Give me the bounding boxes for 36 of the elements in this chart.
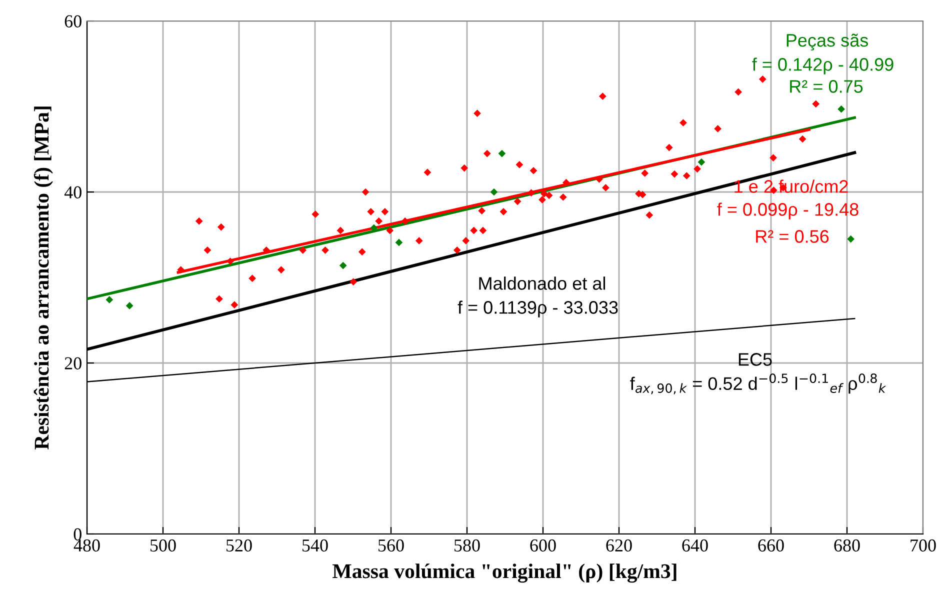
y-tick-label: 0 [74,528,82,540]
annotation: f = 0.099ρ - 19.48 [717,202,858,220]
x-axis-title: Massa volúmica "original" (ρ) [kg/m3] [332,564,676,583]
text: Peças sãs [786,34,868,50]
x-tick-label: 700 [910,539,936,552]
annotation: f = 0.142ρ - 40.99 [752,58,894,74]
x-tick-label: 560 [378,539,404,552]
x-tick-label: 620 [606,539,632,552]
point [847,235,854,243]
series-label: Maldonado et al [479,276,606,290]
x-tick-label: 520 [226,539,252,552]
x-tick-label: 680 [834,539,860,552]
point [395,238,403,246]
annotation: R² = 0.75 [790,80,863,93]
x-tick-label: 660 [758,539,784,552]
point [490,188,498,196]
point [838,105,845,113]
y-tick-label: 40 [64,186,82,198]
x-tick-label: 480 [74,539,100,552]
point [339,262,347,270]
text: f$_{ax,90,k}$ = 0.52 d$^{−0.5}$ l$^{−0.1}$$_{ef}$ ρ$^{0.8}$$_{k}$ [630,374,886,394]
annotation: f = 0.1139ρ - 33.033 [458,300,618,318]
point [126,302,134,310]
y-tick-label: 20 [64,357,82,370]
point [498,150,506,158]
x-tick-label: 600 [530,539,556,552]
x-tick-label: 640 [682,539,708,552]
x-tick-label: 540 [302,539,328,552]
point [698,158,706,166]
y-tick-label: 60 [64,15,82,28]
series-label: EC5 [738,353,772,366]
annotation: R² = 0.56 [756,230,829,243]
point [106,296,114,304]
x-tick-label: 500 [150,539,176,552]
y-axis-title: Resistência ao arrancamento (f) [MPa] [34,106,53,450]
x-tick-label: 580 [454,539,480,552]
